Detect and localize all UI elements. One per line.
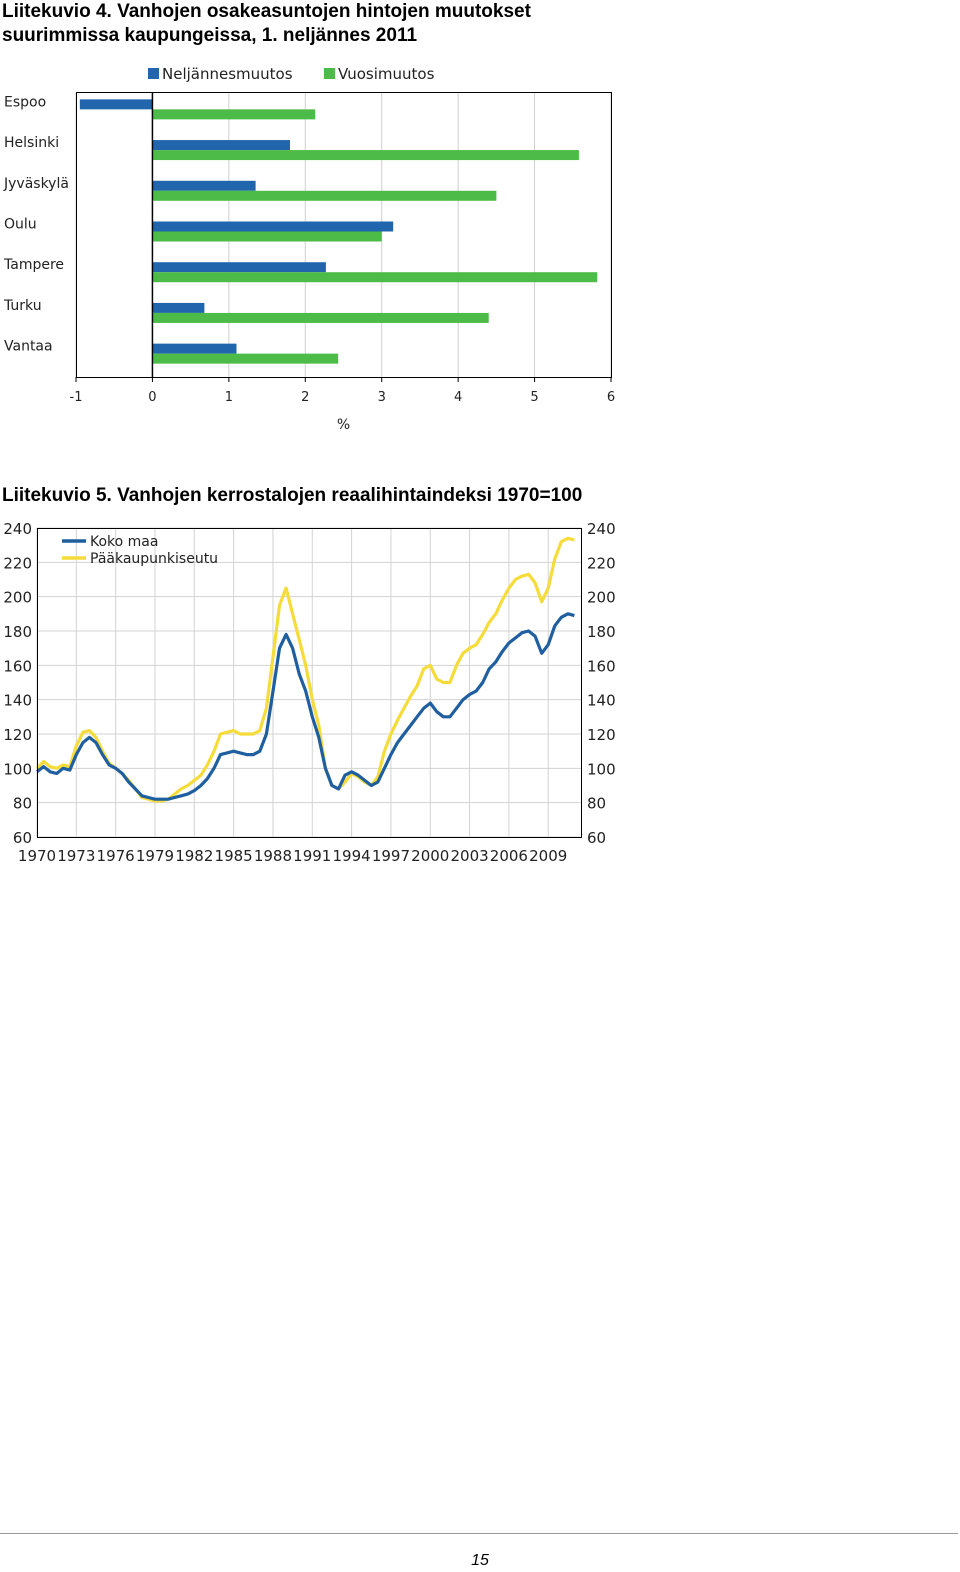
x-tick-label: 1970 (18, 847, 56, 865)
x-tick-label: 1973 (57, 847, 95, 865)
x-axis-label: % (337, 417, 350, 433)
footer-divider (0, 1533, 958, 1534)
bar-0-turku (152, 302, 205, 313)
x-tick-label: 2 (301, 390, 309, 405)
y-tick-label-left: 160 (3, 657, 32, 675)
x-tick-label: 1997 (372, 847, 410, 865)
bar-1-tampere (152, 272, 598, 283)
bar-1-jyväskylä (152, 190, 497, 201)
x-tick-label: 1988 (254, 847, 292, 865)
legend-label: Pääkaupunkiseutu (90, 551, 218, 567)
category-label: Vantaa (4, 339, 53, 355)
y-tick-label-right: 100 (587, 760, 616, 778)
bar-0-helsinki (152, 140, 290, 151)
x-tick-label: 3 (378, 390, 386, 405)
x-tick-label: 2000 (411, 847, 449, 865)
bar-1-turku (152, 312, 489, 323)
y-tick-label-left: 180 (3, 623, 32, 641)
bar-0-vantaa (152, 343, 237, 354)
bar-1-vantaa (152, 353, 339, 364)
plot-frame (37, 528, 582, 838)
x-tick-label: 2003 (450, 847, 488, 865)
bar-0-espoo (79, 99, 153, 110)
y-tick-label-left: 100 (3, 760, 32, 778)
legend-label: Neljännesmuutos (162, 65, 293, 83)
x-tick-label: 2009 (529, 847, 567, 865)
category-label: Tampere (3, 257, 64, 273)
bar-1-espoo (152, 109, 316, 120)
category-label: Turku (3, 298, 42, 314)
category-label: Helsinki (4, 135, 59, 151)
bar-chart-price-changes: -1 0 1 2 3 4 5 6% Espoo Helsinki Jyväskylä Oulu Tamp… (3, 65, 615, 433)
legend-swatch (148, 68, 159, 79)
bar-0-oulu (152, 221, 394, 232)
x-tick-label: 0 (148, 390, 156, 405)
y-tick-label-right: 200 (587, 589, 616, 607)
y-tick-label-right: 240 (587, 520, 616, 538)
legend-label: Vuosimuutos (338, 65, 435, 83)
y-tick-label-right: 180 (587, 623, 616, 641)
bar-1-oulu (152, 231, 382, 242)
category-label: Oulu (4, 217, 37, 233)
y-tick-label-left: 220 (3, 554, 32, 572)
y-tick-label-left: 80 (13, 795, 32, 813)
category-label: Jyväskylä (3, 176, 69, 192)
page-number: 15 (471, 1552, 489, 1569)
bar-0-tampere (152, 262, 326, 273)
y-tick-label-right: 60 (587, 829, 606, 847)
y-tick-label-left: 60 (13, 829, 32, 847)
x-tick-label: 6 (607, 390, 615, 405)
x-tick-label: 1 (225, 390, 233, 405)
y-tick-label-right: 80 (587, 795, 606, 813)
figure4-title-line1: Liitekuvio 4. Vanhojen osakeasuntojen hi… (2, 1, 531, 22)
series-line-koko-maa (36, 612, 575, 801)
figure4-title: Liitekuvio 4. Vanhojen osakeasuntojen hi… (2, 0, 642, 48)
y-tick-label-right: 220 (587, 554, 616, 572)
y-tick-label-left: 120 (3, 726, 32, 744)
y-tick-label-right: 140 (587, 692, 616, 710)
x-tick-label: 2006 (490, 847, 528, 865)
y-tick-label-left: 200 (3, 589, 32, 607)
bar-1-helsinki (152, 150, 579, 161)
plot-frame (76, 92, 612, 378)
x-tick-label: 1985 (215, 847, 253, 865)
x-tick-label: -1 (70, 390, 83, 405)
x-tick-label: 4 (454, 390, 462, 405)
x-tick-label: 1991 (293, 847, 331, 865)
legend-swatch (324, 68, 335, 79)
bar-0-jyväskylä (152, 180, 256, 191)
x-tick-label: 1979 (136, 847, 174, 865)
y-tick-label-right: 120 (587, 726, 616, 744)
legend-label: Koko maa (90, 534, 158, 550)
figure4-title-line2: suurimmissa kaupungeissa, 1. neljännes 2… (2, 25, 418, 46)
x-tick-label: 1982 (175, 847, 213, 865)
x-tick-label: 1994 (333, 847, 371, 865)
x-tick-label: 1976 (97, 847, 135, 865)
x-tick-label: 5 (530, 390, 538, 405)
y-tick-label-left: 240 (3, 520, 32, 538)
y-tick-label-left: 140 (3, 692, 32, 710)
line-chart-real-price-index: 60 60 80 80 100 100 120 120 140 140 160 160 180 180 20… (3, 520, 616, 865)
category-label: Espoo (4, 94, 46, 110)
y-tick-label-right: 160 (587, 657, 616, 675)
figure5-title: Liitekuvio 5. Vanhojen kerrostalojen rea… (2, 485, 583, 506)
